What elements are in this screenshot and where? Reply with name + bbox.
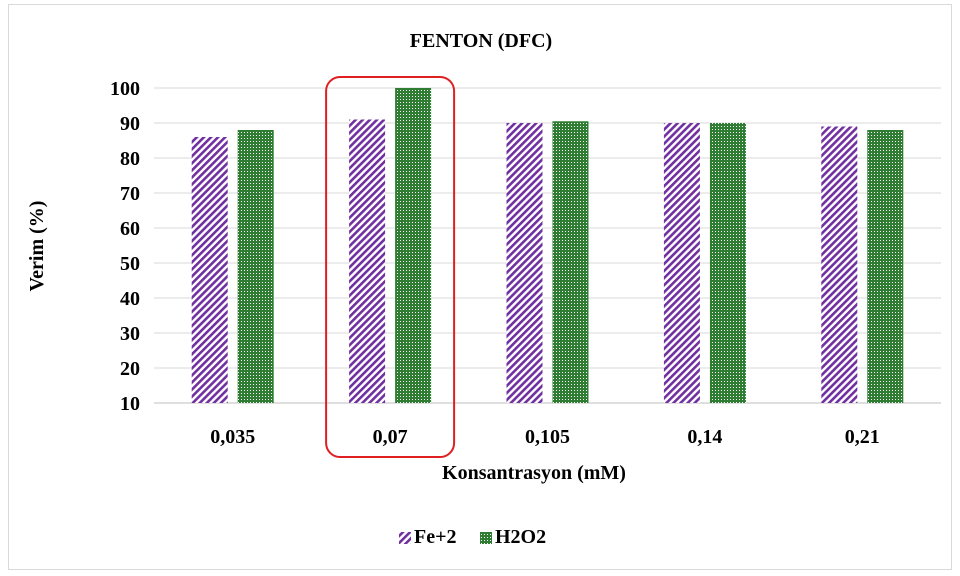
gridlines <box>154 87 941 404</box>
bar-h2o2-0 <box>237 130 274 403</box>
y-tick-label: 10 <box>120 393 140 415</box>
highlight-box <box>325 76 456 458</box>
y-tick-label: 20 <box>120 358 140 380</box>
bar-chart: FENTON (DFC) 10 20 30 40 50 60 70 80 90 100 0,035… <box>26 30 941 548</box>
x-tick-label: 0,07 <box>373 426 408 448</box>
x-tick-labels: 0,035 0,07 0,105 0,14 0,21 <box>210 426 880 448</box>
y-axis-label: Verim (%) <box>26 201 48 292</box>
bars <box>191 88 904 403</box>
x-tick-label: 0,21 <box>845 426 880 448</box>
legend: Fe+2 H2O2 <box>399 526 546 548</box>
chart-frame: FENTON (DFC) 10 20 30 40 50 60 70 80 90 100 0,035… <box>8 4 952 570</box>
bar-h2o2-1 <box>395 88 432 403</box>
legend-label-1: H2O2 <box>495 526 546 548</box>
y-tick-label: 50 <box>120 253 140 275</box>
y-tick-label: 60 <box>120 218 140 240</box>
bar-fe2-3 <box>663 123 700 403</box>
y-tick-label: 100 <box>110 78 140 100</box>
legend-label-0: Fe+2 <box>414 526 457 548</box>
bar-fe2-0 <box>191 137 228 403</box>
x-tick-label: 0,14 <box>687 426 722 448</box>
legend-swatch-1 <box>480 532 492 544</box>
bar-h2o2-4 <box>867 130 904 403</box>
legend-swatch-0 <box>399 532 411 544</box>
y-tick-label: 30 <box>120 323 140 345</box>
y-tick-label: 90 <box>120 113 140 135</box>
y-tick-labels: 10 20 30 40 50 60 70 80 90 100 <box>110 78 140 415</box>
bar-fe2-4 <box>821 126 858 403</box>
y-tick-label: 40 <box>120 288 140 310</box>
y-tick-label: 80 <box>120 148 140 170</box>
x-tick-label: 0,035 <box>210 426 255 448</box>
chart-title: FENTON (DFC) <box>410 30 552 52</box>
x-axis-label: Konsantrasyon (mM) <box>442 462 626 484</box>
bar-h2o2-3 <box>709 123 746 403</box>
x-tick-label: 0,105 <box>525 426 570 448</box>
bar-h2o2-2 <box>552 121 589 403</box>
bar-fe2-1 <box>349 119 386 403</box>
y-tick-label: 70 <box>120 183 140 205</box>
bar-fe2-2 <box>506 123 543 403</box>
